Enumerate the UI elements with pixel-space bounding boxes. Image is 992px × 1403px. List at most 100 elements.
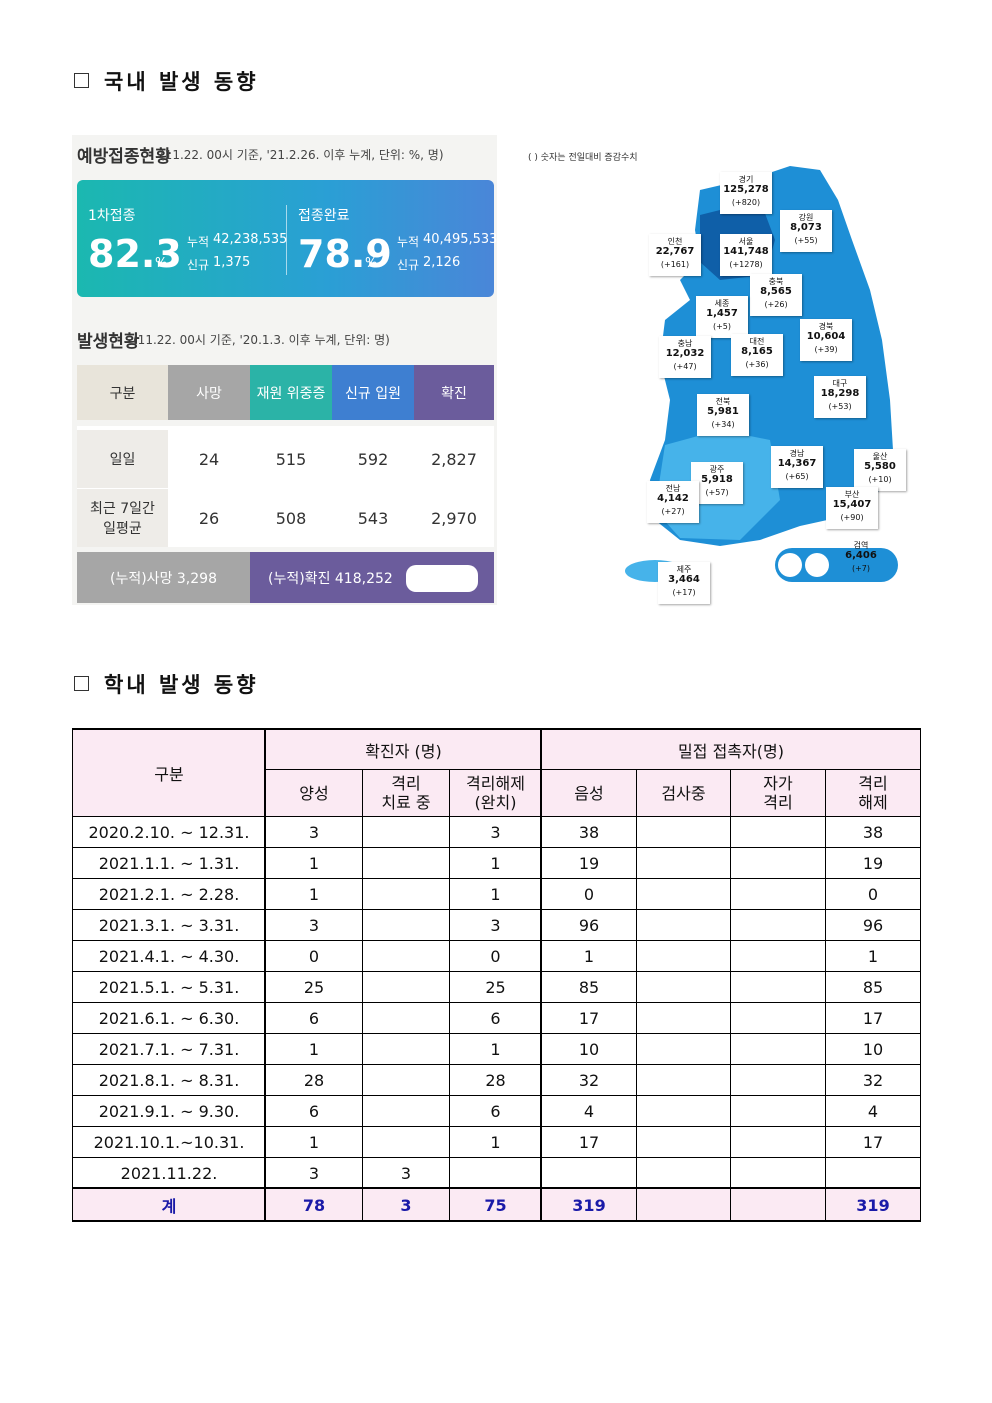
region-change: (+27): [661, 507, 685, 516]
value-cell: [362, 909, 450, 941]
region-change: (+161): [660, 260, 690, 269]
total-cell: 319: [825, 1188, 921, 1222]
value-cell: [636, 909, 731, 941]
region-label: 광주 5,918 (+57): [691, 462, 743, 504]
region-total: 22,767: [655, 246, 695, 257]
cum-deaths: (누적)사망 3,298: [77, 552, 250, 603]
region-name: 대전: [749, 337, 765, 346]
cum-cases: (누적)확진 418,252: [268, 570, 393, 587]
value-cell: [362, 1002, 450, 1034]
value-cell: 85: [825, 971, 921, 1003]
region-label: 전남 4,142 (+27): [647, 481, 699, 523]
region-name: 광주: [709, 465, 725, 474]
value-cell: 1: [825, 940, 921, 972]
region-label: 경기 125,278 (+820): [720, 172, 772, 214]
region-change: (+47): [673, 362, 697, 371]
value-cell: 3: [265, 816, 363, 848]
value-cell: 26: [168, 489, 250, 547]
value-cell: 24: [168, 430, 250, 488]
header-cell: 격리 해제: [825, 769, 921, 817]
value-cell: [730, 909, 826, 941]
region-label: 인천 22,767 (+161): [649, 234, 701, 276]
region-change: (+820): [731, 198, 761, 207]
value-cell: [730, 847, 826, 879]
value-cell: 2,827: [414, 430, 494, 488]
region-name: 서울: [738, 237, 754, 246]
region-name: 강원: [798, 213, 814, 222]
region-label: 울산 5,580 (+10): [854, 449, 906, 491]
total-cell: [636, 1188, 731, 1222]
total-cell: 3: [362, 1188, 450, 1222]
value-cell: 25: [265, 971, 363, 1003]
row-label: 2021.10.1.~10.31.: [72, 1126, 266, 1158]
header-cell: 자가 격리: [730, 769, 826, 817]
port-icon: [805, 553, 829, 577]
region-total: 125,278: [723, 184, 769, 195]
region-change: (+36): [745, 360, 769, 369]
value-cell: [730, 1002, 826, 1034]
value-cell: 508: [250, 489, 332, 547]
value-cell: 1: [449, 878, 542, 910]
region-name: 전북: [715, 397, 731, 406]
region-label: 경북 10,604 (+39): [800, 319, 852, 361]
region-label: 부산 15,407 (+90): [826, 487, 878, 529]
value-cell: [636, 940, 731, 972]
value-cell: 1: [449, 1126, 542, 1158]
region-change: (+65): [785, 472, 809, 481]
row-label: 2021.11.22.: [72, 1157, 266, 1189]
value-cell: 6: [265, 1002, 363, 1034]
value-cell: [730, 1033, 826, 1065]
value-cell: 0: [265, 940, 363, 972]
value-cell: [362, 971, 450, 1003]
region-change: (+34): [711, 420, 735, 429]
header-cell: 구분: [77, 365, 168, 420]
value-cell: [636, 816, 731, 848]
quarantine-badge: [775, 548, 898, 582]
row-label: 최근 7일간 일평균: [77, 489, 168, 547]
value-cell: [825, 1157, 921, 1189]
region-name: 경북: [818, 322, 834, 331]
cum-label: 누적: [187, 235, 210, 249]
rule-line: [540, 729, 542, 1221]
region-name: 제주: [676, 565, 692, 574]
value-cell: [636, 1064, 731, 1096]
value-cell: 2,970: [414, 489, 494, 547]
value-cell: 3: [265, 909, 363, 941]
value-cell: 3: [449, 909, 542, 941]
row-label: 2021.9.1. ~ 9.30.: [72, 1095, 266, 1127]
value-cell: 3: [265, 1157, 363, 1189]
rule-line: [72, 1187, 921, 1189]
new-label: 신규: [187, 258, 210, 272]
vaccination-note: (11.22. 00시 기준, '21.2.26. 이후 누계, 단위: %, …: [160, 148, 444, 162]
value-cell: 25: [449, 971, 542, 1003]
region-name: 인천: [667, 237, 683, 246]
header-cell: 양성: [265, 769, 363, 817]
row-label: 2021.7.1. ~ 7.31.: [72, 1033, 266, 1065]
region-label: 전북 5,981 (+34): [697, 394, 749, 436]
region-total: 8,165: [741, 346, 773, 357]
value-cell: [362, 1064, 450, 1096]
value-cell: 6: [449, 1095, 542, 1127]
value-cell: 1: [265, 1126, 363, 1158]
region-total: 3,464: [668, 574, 700, 585]
region-total: 14,367: [777, 458, 817, 469]
value-cell: [636, 1126, 731, 1158]
value-cell: [730, 940, 826, 972]
region-total: 8,073: [790, 222, 822, 233]
rate: 78.9: [298, 232, 392, 276]
region-label: 대구 18,298 (+53): [814, 376, 866, 418]
header-cell: 사망: [168, 365, 250, 420]
group-label: 접종완료: [298, 208, 350, 224]
cum-value: 40,495,533: [423, 232, 498, 247]
row-label: 2020.2.10. ~ 12.31.: [72, 816, 266, 848]
value-cell: [362, 1095, 450, 1127]
rule-line: [72, 1220, 921, 1222]
value-cell: 10: [541, 1033, 637, 1065]
total-label: 계: [72, 1188, 266, 1222]
value-cell: [362, 1033, 450, 1065]
value-cell: [730, 878, 826, 910]
row-label: 2021.1.1. ~ 1.31.: [72, 847, 266, 879]
region-change: (+55): [794, 236, 818, 245]
value-cell: 17: [825, 1126, 921, 1158]
